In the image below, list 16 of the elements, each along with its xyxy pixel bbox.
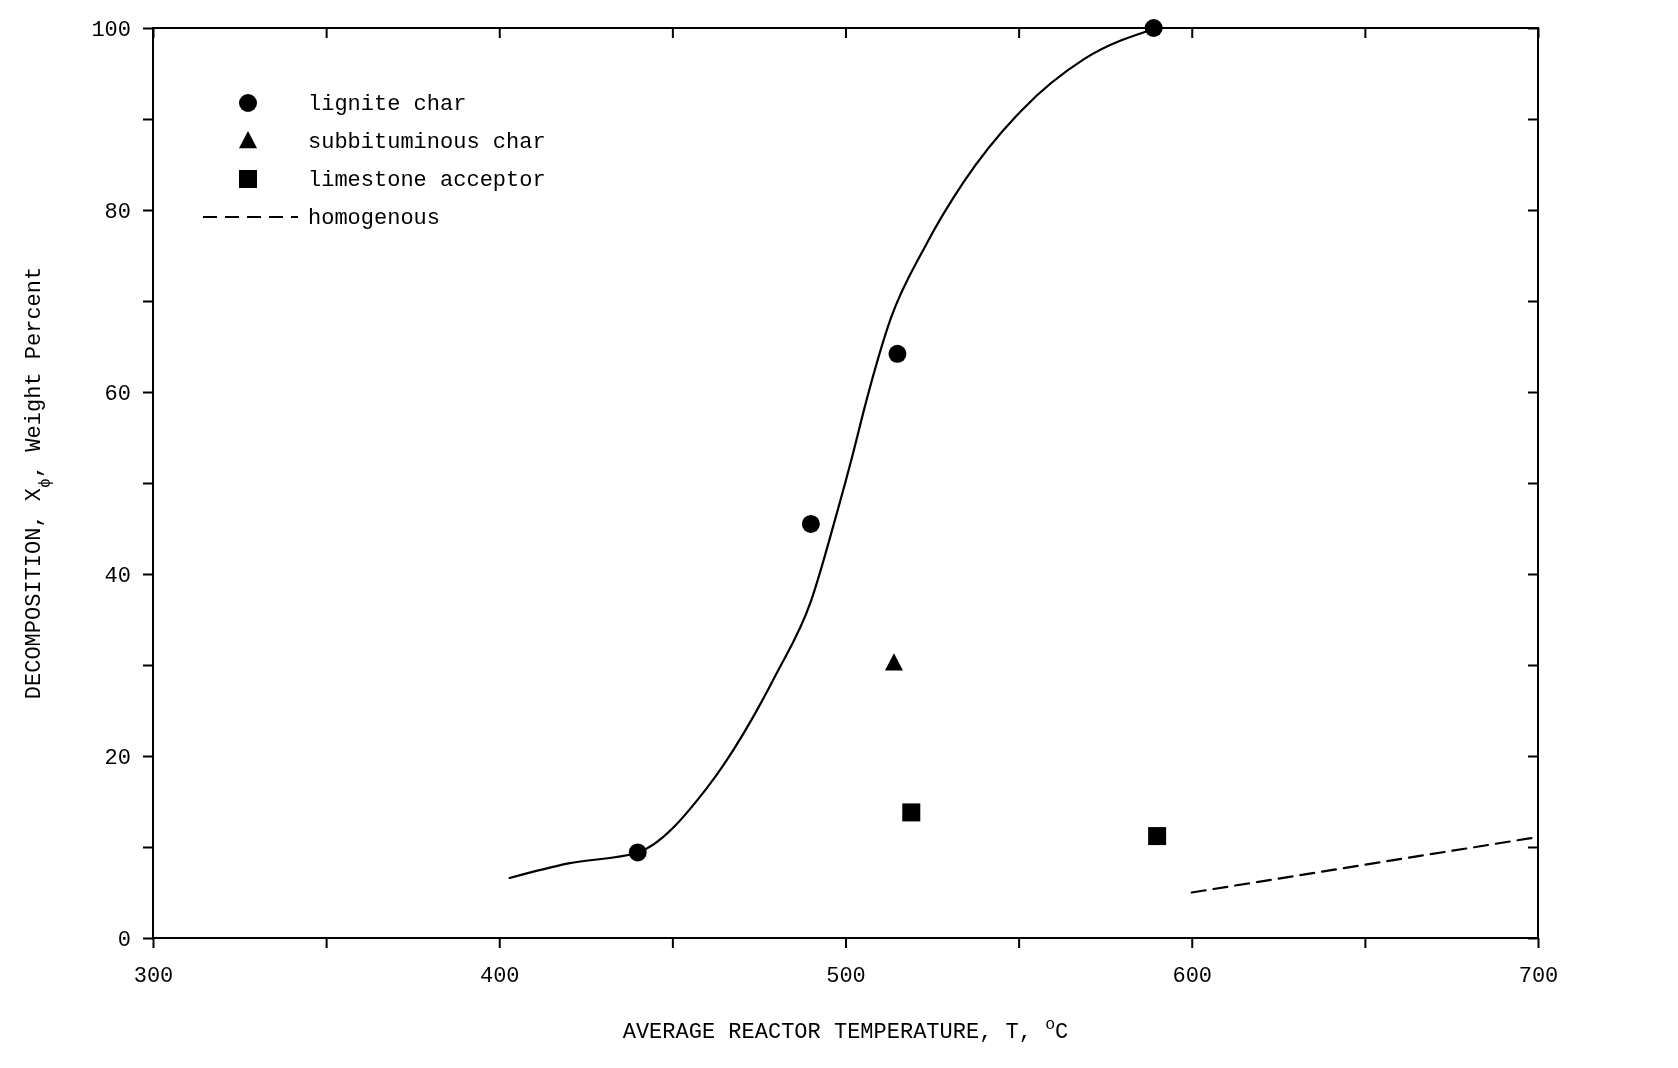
x-tick-label: 600 — [1172, 963, 1213, 989]
legend-label: limestone acceptor — [308, 168, 546, 193]
y-tick-label: 100 — [91, 17, 131, 43]
legend-label: subbituminous char — [308, 130, 546, 155]
legend-label: lignite char — [308, 92, 467, 117]
x-tick-label: 400 — [479, 963, 520, 989]
y-tick-label: 0 — [117, 927, 131, 953]
x-axis-title: AVERAGE REACTOR TEMPERATURE, T, $^{o}$C — [622, 1014, 1069, 1045]
y-tick-label: 80 — [104, 199, 131, 225]
x-tick-label: 500 — [826, 963, 866, 989]
legend-label: homogenous — [308, 206, 441, 231]
x-tick-label: 300 — [133, 963, 174, 989]
y-tick-label: 60 — [104, 381, 131, 407]
x-tick-label: 700 — [1518, 963, 1559, 989]
y-tick-label: 20 — [104, 745, 131, 771]
y-tick-label: 40 — [104, 563, 131, 589]
